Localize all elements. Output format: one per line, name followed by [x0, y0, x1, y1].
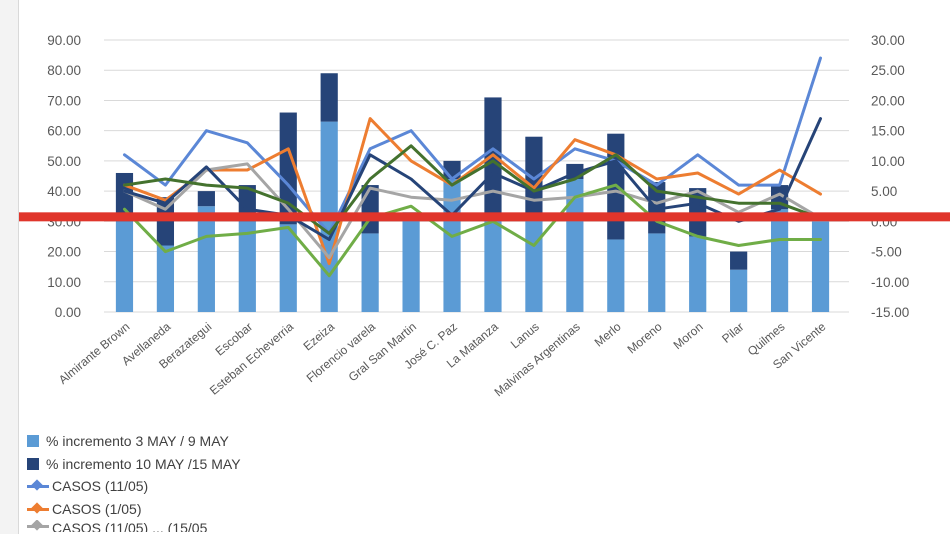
legend-label: % incremento 3 MAY / 9 MAY: [46, 433, 229, 450]
bar-increment-3-9-may: [525, 215, 543, 312]
right-tick-label: 5.00: [871, 184, 897, 199]
threshold: [19, 212, 950, 222]
right-tick-label: -10.00: [871, 275, 909, 290]
bar-increment-10-15-may: [197, 191, 215, 207]
bar-increment-3-9-may: [770, 209, 789, 312]
line-series-1: [123, 56, 822, 235]
bar-increment-3-9-may: [279, 224, 297, 312]
combo-chart: 90.00 80.00 70.00 60.00 50.00 40.00 30.00 20.00…: [19, 33, 950, 399]
legend: % incremento 3 MAY / 9 MAY % incremento …: [27, 430, 547, 532]
category-label: Almirante Brown: [56, 320, 132, 387]
bar-increment-10-15-may: [484, 97, 502, 219]
legend-item-bars-1[interactable]: % incremento 3 MAY / 9 MAY: [27, 430, 547, 453]
bar-increment-3-9-may: [566, 179, 584, 312]
bar-increment-10-15-may: [320, 73, 338, 122]
legend-label-truncated: CASOS (11/05) ... (15/05: [52, 520, 208, 532]
category-label: Pilar: [719, 320, 746, 346]
legend-line-marker: [27, 503, 49, 515]
line-series-4: [123, 117, 822, 241]
bar-increment-3-9-may: [689, 236, 707, 312]
right-tick-label: -15.00: [871, 305, 909, 320]
bar-increment-10-15-may: [279, 112, 297, 225]
right-tick-label: 20.00: [871, 93, 905, 108]
bar-increment-3-9-may: [484, 218, 502, 312]
bar-increment-3-9-may: [115, 221, 134, 312]
right-tick-label: 15.00: [871, 124, 905, 139]
category-label: Moreno: [625, 319, 665, 356]
left-tick-label: 80.00: [47, 63, 81, 78]
bar-increment-3-9-may: [197, 206, 215, 312]
legend-label: % incremento 10 MAY /15 MAY: [46, 455, 241, 472]
legend-label: CASOS (11/05): [52, 478, 149, 495]
left-tick-label: 20.00: [47, 245, 81, 260]
bar-increment-3-9-may: [402, 212, 420, 312]
left-tick-label: 90.00: [47, 33, 81, 48]
right-tick-label: 25.00: [871, 63, 905, 78]
line-series-6: [123, 183, 822, 278]
line-series: [123, 56, 822, 278]
bar-increment-10-15-may: [689, 188, 707, 237]
category-label: Merlo: [592, 319, 624, 349]
bar-increment-10-15-may: [238, 185, 256, 222]
category-label: Ezeiza: [301, 319, 338, 353]
left-tick-label: 40.00: [47, 184, 81, 199]
bar-increment-3-9-may: [607, 239, 625, 312]
legend-line-marker: [27, 520, 49, 532]
right-axis-ticks: 30.0025.0020.0015.0010.005.000.00-5.00-1…: [871, 33, 909, 320]
left-tick-label: 50.00: [47, 154, 81, 169]
bar-increment-3-9-may: [811, 221, 830, 312]
legend-swatch: [27, 435, 39, 448]
right-tick-label: 30.00: [871, 33, 905, 48]
bar-increment-3-9-may: [156, 245, 175, 312]
right-tick-label: -5.00: [871, 245, 902, 260]
line-series-5: [123, 144, 822, 235]
legend-item-line-1[interactable]: CASOS (11/05): [27, 475, 547, 498]
bar-increment-3-9-may: [730, 269, 748, 312]
chart-card: 90.00 80.00 70.00 60.00 50.00 40.00 30.00 20.00…: [18, 0, 950, 534]
bar-increment-3-9-may: [361, 233, 379, 312]
left-tick-label: 10.00: [47, 275, 81, 290]
legend-label: CASOS (1/05): [52, 500, 142, 517]
legend-item-bars-2[interactable]: % incremento 10 MAY /15 MAY: [27, 453, 547, 476]
legend-item-line-2[interactable]: CASOS (1/05): [27, 498, 547, 521]
category-label: Moron: [671, 320, 706, 353]
bar-increment-3-9-may: [648, 233, 666, 312]
legend-line-marker: [27, 480, 49, 492]
legend-item-line-3[interactable]: CASOS (11/05) ... (15/05: [27, 520, 547, 532]
category-label: Florencio varela: [304, 319, 379, 385]
right-tick-label: 10.00: [871, 154, 905, 169]
bar-increment-10-15-may: [730, 251, 748, 270]
bar-increment-10-15-may: [525, 136, 543, 216]
left-tick-label: 60.00: [47, 124, 81, 139]
left-tick-label: 70.00: [47, 93, 81, 108]
category-label: Lanus: [508, 320, 542, 352]
category-labels: Almirante BrownAvellanedaBerazateguiEsco…: [56, 319, 829, 399]
left-axis-ticks: 90.0080.0070.0060.0050.0040.0030.0020.00…: [47, 33, 81, 320]
left-tick-label: 0.00: [55, 305, 81, 320]
legend-swatch: [27, 457, 39, 470]
red-threshold-line: [19, 212, 950, 222]
bar-increment-3-9-may: [238, 221, 256, 312]
line-series-2: [123, 117, 822, 266]
